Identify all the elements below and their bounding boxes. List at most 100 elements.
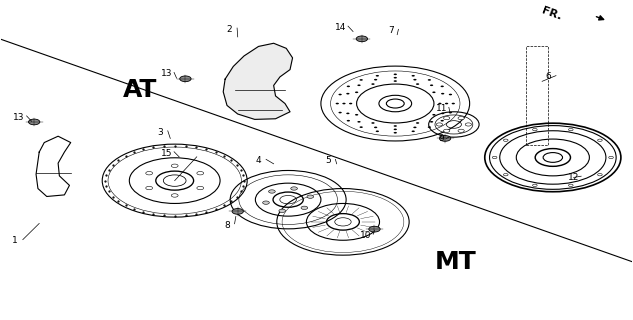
Circle shape: [439, 136, 451, 141]
Circle shape: [568, 128, 573, 131]
Text: 8: 8: [224, 220, 230, 229]
Circle shape: [339, 94, 342, 95]
Circle shape: [436, 123, 442, 126]
Circle shape: [394, 74, 397, 75]
Text: 10: 10: [360, 231, 372, 240]
Circle shape: [416, 83, 419, 85]
Text: 4: 4: [256, 156, 261, 165]
Circle shape: [307, 195, 313, 198]
Circle shape: [360, 126, 363, 128]
Circle shape: [438, 103, 442, 104]
Text: 1: 1: [13, 236, 18, 245]
Circle shape: [347, 85, 350, 87]
Circle shape: [356, 36, 368, 42]
Text: 6: 6: [546, 72, 551, 81]
Circle shape: [268, 190, 275, 193]
Circle shape: [503, 173, 508, 176]
Circle shape: [394, 132, 397, 133]
Circle shape: [263, 201, 269, 204]
Circle shape: [428, 126, 431, 128]
Circle shape: [452, 103, 455, 104]
Circle shape: [372, 122, 375, 124]
Circle shape: [441, 93, 444, 94]
Circle shape: [172, 164, 178, 167]
Circle shape: [172, 194, 178, 197]
Circle shape: [609, 156, 613, 159]
Circle shape: [598, 139, 602, 141]
Circle shape: [492, 156, 497, 159]
Circle shape: [432, 92, 436, 93]
Circle shape: [441, 120, 444, 122]
Circle shape: [28, 119, 40, 125]
Circle shape: [444, 129, 450, 132]
Text: 13: 13: [161, 69, 172, 78]
Circle shape: [441, 85, 444, 87]
Circle shape: [180, 76, 191, 82]
Text: AT: AT: [123, 78, 157, 102]
Circle shape: [279, 209, 285, 212]
Circle shape: [349, 103, 353, 104]
Circle shape: [301, 206, 308, 210]
Text: 3: 3: [158, 128, 163, 137]
Circle shape: [347, 120, 350, 122]
Circle shape: [413, 127, 417, 128]
Circle shape: [394, 125, 397, 127]
Circle shape: [146, 186, 153, 190]
Circle shape: [360, 79, 363, 81]
Circle shape: [394, 80, 397, 82]
Text: FR.: FR.: [540, 6, 563, 22]
Circle shape: [430, 84, 433, 86]
Circle shape: [355, 114, 358, 116]
Circle shape: [444, 116, 450, 120]
Text: 15: 15: [161, 148, 172, 157]
Circle shape: [197, 186, 204, 190]
Circle shape: [465, 123, 472, 126]
Circle shape: [358, 84, 361, 86]
Text: 2: 2: [227, 25, 232, 34]
Circle shape: [532, 184, 537, 187]
Circle shape: [146, 172, 153, 175]
Circle shape: [346, 93, 349, 94]
Text: 12: 12: [568, 173, 579, 182]
Circle shape: [411, 75, 415, 76]
Circle shape: [369, 226, 380, 232]
Circle shape: [449, 112, 452, 113]
Circle shape: [346, 113, 349, 114]
Circle shape: [532, 128, 537, 131]
Circle shape: [458, 129, 464, 132]
Circle shape: [197, 172, 204, 175]
Circle shape: [339, 112, 342, 113]
Circle shape: [428, 79, 431, 81]
Circle shape: [394, 129, 397, 130]
Circle shape: [374, 79, 377, 81]
Circle shape: [598, 173, 602, 176]
Text: 7: 7: [388, 26, 394, 35]
Circle shape: [411, 131, 415, 132]
Text: 5: 5: [325, 156, 330, 165]
Circle shape: [232, 209, 244, 214]
Circle shape: [416, 122, 419, 124]
Circle shape: [376, 131, 379, 132]
Text: 14: 14: [335, 23, 346, 32]
Circle shape: [342, 103, 346, 104]
Text: 13: 13: [13, 113, 25, 122]
Text: 9: 9: [439, 134, 444, 143]
Polygon shape: [223, 43, 292, 119]
Circle shape: [413, 79, 417, 81]
Circle shape: [358, 121, 361, 123]
Circle shape: [445, 103, 448, 104]
Circle shape: [394, 77, 397, 78]
Circle shape: [374, 127, 377, 128]
Circle shape: [376, 75, 379, 76]
Circle shape: [568, 184, 573, 187]
Circle shape: [355, 92, 358, 93]
Circle shape: [432, 114, 436, 116]
Circle shape: [372, 83, 375, 85]
Circle shape: [458, 116, 464, 120]
Circle shape: [503, 139, 508, 141]
Circle shape: [430, 121, 433, 123]
Circle shape: [441, 113, 444, 114]
Text: MT: MT: [434, 250, 476, 274]
Circle shape: [449, 94, 452, 95]
Text: 11: 11: [436, 104, 447, 113]
